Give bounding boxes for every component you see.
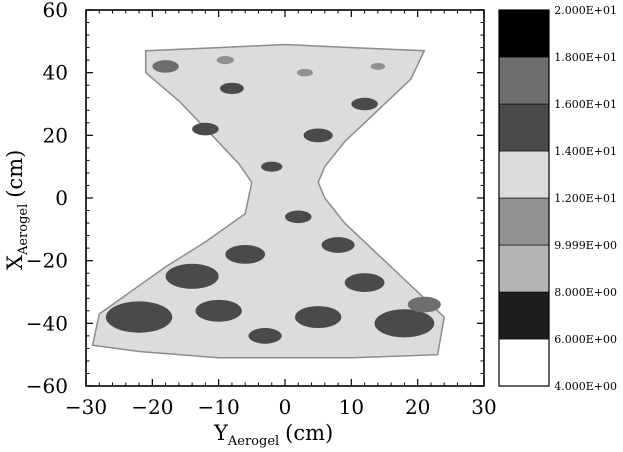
y-tick-label: 0 <box>55 186 68 210</box>
colorbar-label: 4.000E+00 <box>554 380 617 393</box>
y-tick-label: −20 <box>26 249 68 273</box>
x-tick-label: −10 <box>198 395 240 419</box>
contour-patch-dark <box>407 296 441 313</box>
colorbar-label: 2.000E+01 <box>554 4 617 17</box>
axes: −30 −20 −10 0 10 20 30 −60 −40 −20 0 20 40 60 <box>26 0 497 419</box>
colorbar-swatch <box>498 103 550 152</box>
contour-patch-dark <box>374 309 435 338</box>
x-tick-label: 20 <box>405 395 430 419</box>
contour-patch-dark <box>285 210 312 224</box>
y-tick-label: −60 <box>26 374 68 398</box>
colorbar-label: 1.600E+01 <box>554 98 617 111</box>
y-tick-label: 20 <box>43 123 68 147</box>
contour-patch-dark <box>195 299 242 322</box>
y-axis-label-unit: (cm) <box>3 150 27 198</box>
colorbar-swatch <box>498 197 550 246</box>
x-tick-label: 30 <box>471 395 496 419</box>
x-axis-label: YAerogel (cm) <box>213 421 333 449</box>
contour-patch-dark <box>219 82 244 94</box>
colorbar-label: 6.000E+00 <box>554 333 617 346</box>
colorbar-swatch <box>498 338 550 387</box>
colorbar-frame <box>498 9 550 387</box>
x-axis-label-unit: (cm) <box>285 421 333 445</box>
contour-patch-dark <box>351 97 378 111</box>
contour-patch-dark <box>225 245 266 264</box>
colorbar-swatch <box>498 150 550 199</box>
contour-patch-dark <box>248 328 282 344</box>
y-tick-label: 40 <box>43 61 68 85</box>
x-axis-label-sub: Aerogel <box>227 434 279 449</box>
x-tick-label: −30 <box>65 395 107 419</box>
contour-layer <box>91 43 446 359</box>
colorbar-label: 8.000E+00 <box>554 286 617 299</box>
contour-patch-dark <box>294 306 342 329</box>
colorbar-swatch <box>498 244 550 293</box>
contour-patch-light <box>216 56 234 65</box>
contour-patch-dark <box>152 60 179 73</box>
y-axis-label-sub: Aerogel <box>16 204 31 256</box>
colorbar-swatch <box>498 56 550 105</box>
x-tick-label: 10 <box>339 395 364 419</box>
y-axis-label-main: X <box>3 255 27 270</box>
contour-patch-dark <box>261 161 283 172</box>
x-axis-label-main: Y <box>213 421 229 445</box>
contour-patch-light <box>370 62 386 70</box>
colorbar-label: 1.800E+01 <box>554 51 617 64</box>
x-tick-label: 0 <box>279 395 292 419</box>
contour-patch-dark <box>192 122 219 136</box>
colorbar-label: 1.400E+01 <box>554 145 617 158</box>
contour-patch-dark <box>321 237 355 253</box>
colorbar: 4.000E+00 6.000E+00 8.000E+00 9.999E+00 1.20… <box>498 4 617 393</box>
contour-patch-light <box>296 68 313 77</box>
colorbar-swatch <box>498 291 550 340</box>
colorbar-swatch <box>498 9 550 58</box>
contour-patch-dark <box>105 301 173 333</box>
y-tick-label: −40 <box>26 311 68 335</box>
y-tick-label: 60 <box>43 0 68 22</box>
x-tick-label: −20 <box>131 395 173 419</box>
contour-patch-dark <box>303 128 333 143</box>
y-axis-label: XAerogel (cm) <box>3 150 31 270</box>
contour-patch-dark <box>165 263 219 289</box>
colorbar-label: 9.999E+00 <box>554 239 617 252</box>
contour-patch-dark <box>344 273 385 292</box>
colorbar-label: 1.200E+01 <box>554 192 617 205</box>
